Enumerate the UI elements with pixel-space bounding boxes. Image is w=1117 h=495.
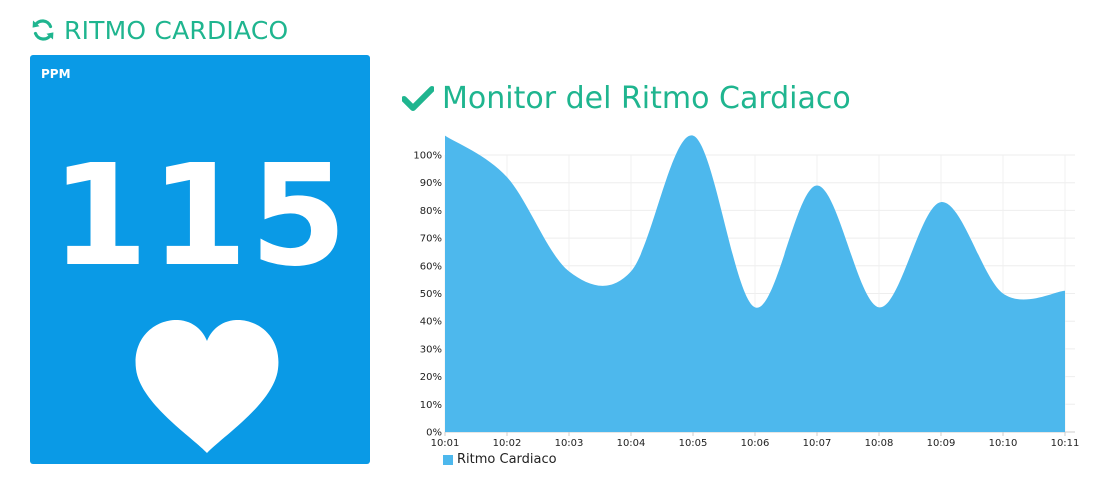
bpm-value: 115 bbox=[50, 135, 350, 298]
x-tick-label: 10:06 bbox=[741, 438, 770, 449]
x-tick-label: 10:09 bbox=[927, 438, 956, 449]
check-icon bbox=[402, 86, 434, 111]
x-tick-label: 10:01 bbox=[431, 438, 460, 449]
x-tick-label: 10:04 bbox=[617, 438, 646, 449]
bpm-label: PPM bbox=[41, 67, 71, 81]
y-tick-label: 40% bbox=[420, 317, 442, 328]
x-tick-label: 10:11 bbox=[1051, 438, 1080, 449]
area-layer bbox=[444, 135, 1066, 432]
series-area-ritmo-cardiaco bbox=[445, 135, 1065, 432]
page-header: RITMO CARDIACO bbox=[30, 10, 288, 50]
y-tick-label: 80% bbox=[420, 206, 442, 217]
bpm-card: PPM 115 bbox=[30, 55, 370, 464]
legend-label: Ritmo Cardiaco bbox=[457, 452, 557, 467]
page-title: RITMO CARDIACO bbox=[64, 15, 289, 45]
chart-title: Monitor del Ritmo Cardiaco bbox=[442, 80, 851, 116]
chart-panel: 0% 10% 20% 30% 40% 50% 60% 70% 80% 90% 100% 10:01 1… bbox=[400, 125, 1080, 485]
y-tick-label: 60% bbox=[420, 261, 442, 272]
chart-legend[interactable]: Ritmo Cardiaco bbox=[443, 452, 557, 467]
x-tick-label: 10:03 bbox=[555, 438, 584, 449]
x-tick-label: 10:08 bbox=[865, 438, 894, 449]
heart-icon bbox=[135, 319, 279, 453]
y-tick-label: 0% bbox=[426, 428, 442, 439]
chart-title-row: Monitor del Ritmo Cardiaco bbox=[402, 78, 851, 118]
x-tick-layer: 10:01 10:02 10:03 10:04 10:05 10:06 10:07 10:08… bbox=[431, 438, 1080, 449]
y-tick-label: 90% bbox=[420, 178, 442, 189]
refresh-icon[interactable] bbox=[30, 17, 56, 43]
y-tick-label: 50% bbox=[420, 289, 442, 300]
y-tick-label: 20% bbox=[420, 372, 442, 383]
x-tick-label: 10:07 bbox=[803, 438, 832, 449]
y-tick-layer: 0% 10% 20% 30% 40% 50% 60% 70% 80% 90% 100% bbox=[413, 151, 442, 439]
x-tick-label: 10:05 bbox=[679, 438, 708, 449]
y-tick-label: 100% bbox=[413, 151, 442, 162]
y-tick-label: 10% bbox=[420, 400, 442, 411]
x-tick-label: 10:02 bbox=[493, 438, 522, 449]
y-tick-label: 30% bbox=[420, 344, 442, 355]
heart-rate-area-chart: 0%10%20%30%40%50%60%70%80%90%100% 10:01 1… bbox=[413, 135, 1080, 449]
legend-swatch bbox=[443, 454, 453, 465]
x-tick-label: 10:10 bbox=[989, 438, 1018, 449]
y-tick-label: 70% bbox=[420, 234, 442, 245]
